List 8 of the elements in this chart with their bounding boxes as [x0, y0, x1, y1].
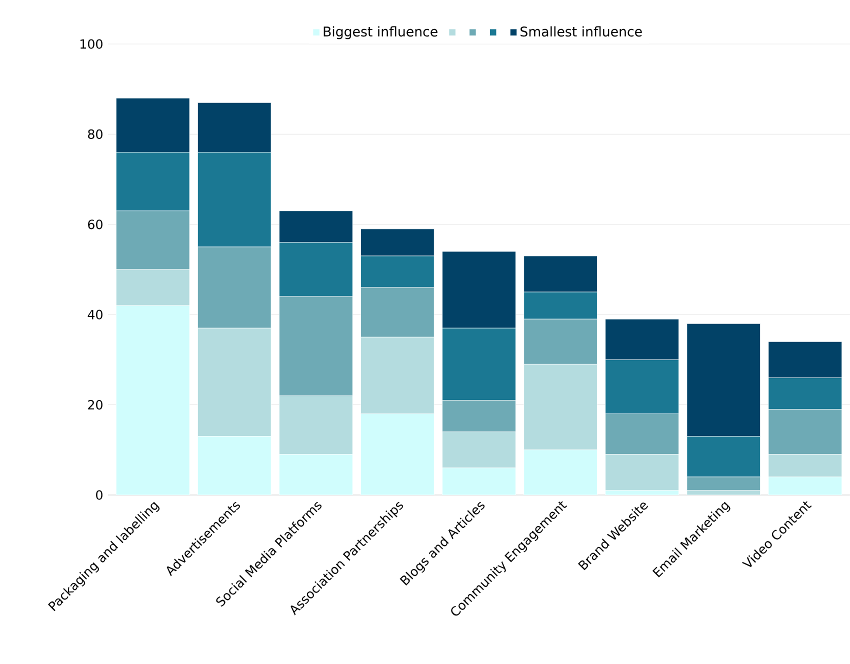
legend-label: Smallest influence — [520, 26, 642, 37]
y-tick-label: 40 — [88, 310, 102, 320]
y-tick-label: 60 — [88, 220, 102, 230]
y-tick-label: 0 — [96, 490, 102, 500]
y-tick-label: 20 — [88, 400, 102, 410]
y-tick-label: 80 — [88, 129, 102, 139]
legend-label: Biggest influence — [324, 26, 438, 40]
y-tick-label: 100 — [80, 39, 102, 49]
